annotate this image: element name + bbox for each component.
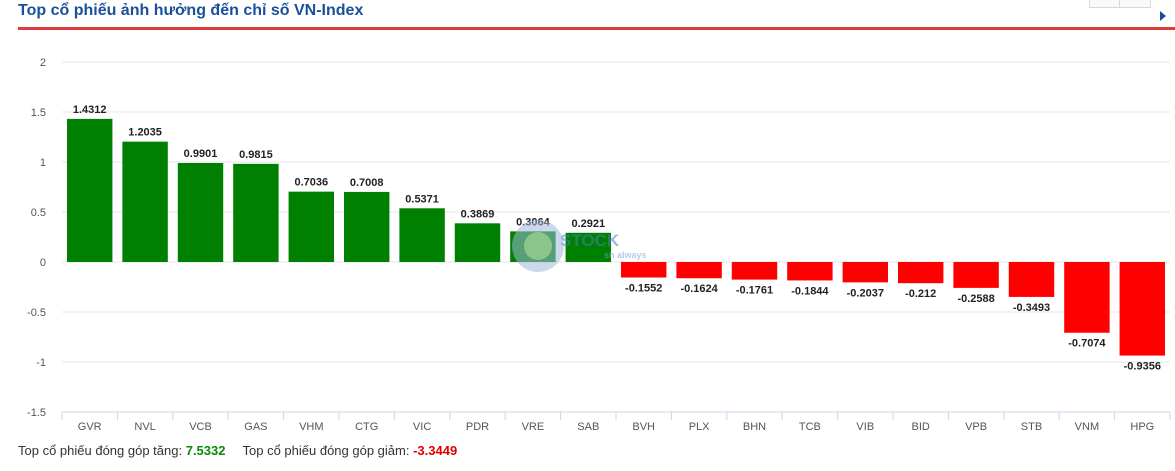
x-tick-label: VIC [413, 421, 431, 433]
data-label: -0.3493 [1013, 302, 1050, 314]
x-tick-label: BVH [632, 421, 655, 433]
watermark-text: STOCK [560, 231, 620, 250]
data-label: -0.9356 [1124, 361, 1161, 373]
x-axis-ticks: GVR NVL VCB GAS VHM CTG VIC PDR VRE SAB BVH PLX BHN T… [78, 421, 1154, 433]
data-label: -0.1624 [680, 283, 718, 295]
y-tick-label: -1 [36, 357, 46, 369]
y-tick-label: 1.5 [31, 107, 46, 119]
bar-bvh[interactable] [620, 262, 667, 278]
bar-hpg[interactable] [1119, 262, 1166, 356]
nav-next-button[interactable] [1119, 0, 1151, 8]
title-underline [18, 27, 1175, 30]
bar-ctg[interactable] [343, 191, 390, 262]
x-tick-label: VRE [522, 421, 545, 433]
data-label: -0.2037 [847, 287, 884, 299]
up-label: Top cổ phiếu đóng góp tăng: [18, 443, 183, 458]
bar-vcb[interactable] [177, 162, 224, 262]
x-tick-label: HPG [1130, 421, 1154, 433]
x-tick-label: SAB [577, 421, 599, 433]
bar-stb[interactable] [1008, 262, 1055, 297]
x-tick-label: CTG [355, 421, 378, 433]
y-tick-label: 2 [40, 57, 46, 69]
data-label: -0.212 [905, 288, 936, 300]
bar-gvr[interactable] [66, 118, 113, 262]
bar-tcb[interactable] [787, 262, 833, 281]
x-tick-label: STB [1021, 421, 1042, 433]
play-arrow-icon[interactable] [1160, 11, 1166, 21]
data-label: -0.2588 [957, 293, 994, 305]
data-label: 0.7008 [350, 177, 384, 189]
x-tick-label: VHM [299, 421, 323, 433]
data-label: -0.1844 [791, 285, 829, 297]
x-tick-label: GVR [78, 421, 102, 433]
y-tick-label: 0.5 [31, 207, 46, 219]
x-tick-label: VNM [1075, 421, 1099, 433]
bar-gas[interactable] [233, 163, 279, 262]
bar-vic[interactable] [399, 208, 445, 262]
data-label: 0.2921 [571, 218, 605, 230]
data-label: 0.7036 [294, 177, 328, 189]
data-label: 0.5371 [405, 193, 439, 205]
value-labels: 1.4312 1.2035 0.9901 0.9815 0.7036 0.7008 0.53… [73, 104, 1161, 373]
bar-vib[interactable] [842, 262, 889, 283]
y-tick-label: -1.5 [27, 407, 46, 419]
y-tick-label: 0 [40, 257, 46, 269]
x-tick-label: NVL [134, 421, 155, 433]
x-tick-label: VCB [189, 421, 212, 433]
y-tick-label: 1 [40, 157, 46, 169]
x-tick-label: TCB [799, 421, 821, 433]
bar-vnm[interactable] [1064, 262, 1110, 333]
x-tick-label: VPB [965, 421, 987, 433]
bar-bid[interactable] [897, 262, 944, 284]
y-tick-label: -0.5 [27, 307, 46, 319]
footer-summary: Top cổ phiếu đóng góp tăng: 7.5332 Top c… [18, 443, 457, 458]
bars [66, 118, 1166, 356]
data-label: 0.9901 [184, 148, 218, 160]
x-tick-label: GAS [244, 421, 267, 433]
nav-prev-button[interactable] [1089, 0, 1121, 8]
bar-plx[interactable] [676, 262, 722, 279]
x-tick-label: BID [912, 421, 930, 433]
x-tick-label: BHN [743, 421, 766, 433]
bar-chart: 2 1.5 1 0.5 0 -0.5 -1 -1.5 1.4312 1.2035 0.9901 0.… [27, 57, 1171, 433]
data-label: 1.2035 [128, 127, 162, 139]
data-label: -0.7074 [1068, 338, 1106, 350]
bar-vhm[interactable] [288, 191, 335, 262]
watermark-subtext: sh always [604, 250, 647, 260]
chart-title: Top cổ phiếu ảnh hưởng đến chỉ số VN-Ind… [18, 2, 364, 19]
down-value: -3.3449 [413, 443, 458, 458]
x-tick-label: PDR [466, 421, 489, 433]
bar-pdr[interactable] [454, 223, 501, 262]
up-value: 7.5332 [185, 443, 226, 458]
bar-bhn[interactable] [731, 262, 778, 280]
bar-sab[interactable] [565, 232, 612, 262]
x-tick-label: PLX [689, 421, 710, 433]
x-tick-label: VIB [856, 421, 874, 433]
down-label: Top cổ phiếu đóng góp giảm: [242, 443, 410, 458]
data-label: -0.1761 [736, 285, 773, 297]
bar-nvl[interactable] [122, 141, 168, 262]
data-label: 0.3869 [461, 208, 495, 220]
data-label: -0.1552 [625, 283, 662, 295]
watermark-logo: STOCK sh always [512, 220, 647, 272]
y-axis-ticks: 2 1.5 1 0.5 0 -0.5 -1 -1.5 [27, 57, 46, 419]
data-label: 1.4312 [73, 104, 107, 116]
data-label: 0.9815 [239, 149, 273, 161]
bar-vpb[interactable] [953, 262, 999, 288]
